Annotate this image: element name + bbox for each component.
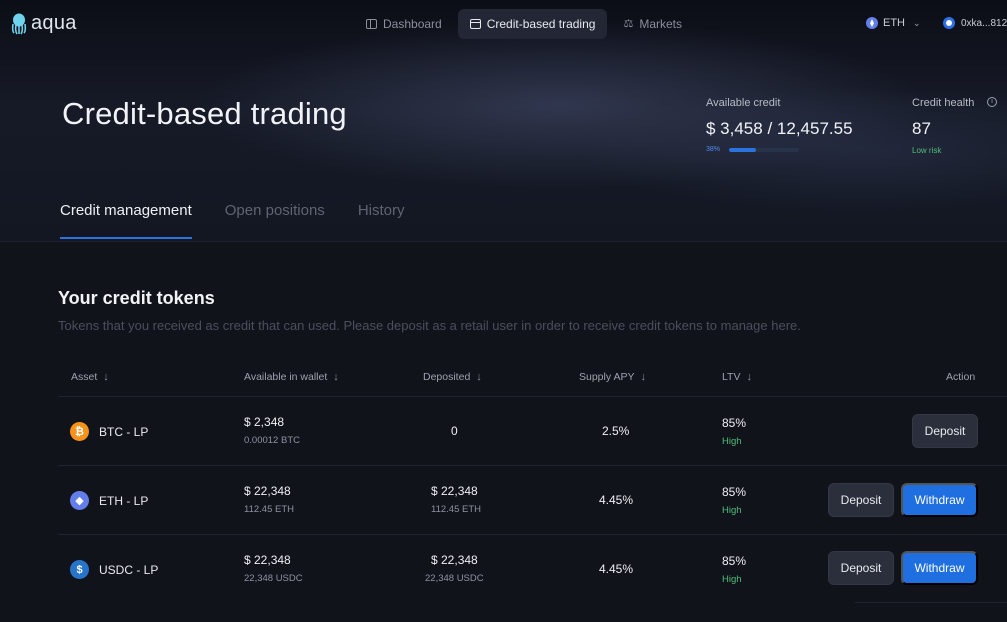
section-description: Tokens that you received as credit that … xyxy=(58,318,801,333)
total-credit-amount: / 12,457.55 xyxy=(767,119,853,138)
sort-arrow-icon: ↓ xyxy=(476,371,482,383)
tab-bar: Credit management Open positions History xyxy=(60,202,404,239)
available-credit-label: Available credit xyxy=(706,97,781,109)
withdraw-button[interactable]: Withdraw xyxy=(901,551,978,585)
header-supply-apy[interactable]: Supply APY ↓ xyxy=(579,371,646,383)
table-divider xyxy=(58,396,1007,397)
header-available-label: Available in wallet xyxy=(244,371,328,383)
info-icon[interactable]: i xyxy=(987,97,997,107)
table-divider xyxy=(58,534,1007,535)
nav-markets-label: Markets xyxy=(639,17,683,31)
card-icon xyxy=(469,19,481,29)
credit-progress-bar xyxy=(729,148,799,152)
wallet-icon xyxy=(943,17,955,29)
table-row: ◆ ETH - LP $ 22,348 112.45 ETH $ 22,348 … xyxy=(0,466,1007,534)
asset-cell: ◆ ETH - LP xyxy=(70,491,148,510)
available-sub: 22,348 USDC xyxy=(244,573,303,584)
asset-name: USDC - LP xyxy=(99,562,159,577)
asset-cell: $ USDC - LP xyxy=(70,560,158,579)
logo-text: aqua xyxy=(31,12,77,34)
available-value: $ 22,348 xyxy=(244,484,291,498)
available-sub: 112.45 ETH xyxy=(244,504,294,515)
hero-banner xyxy=(0,0,1007,242)
ethereum-icon: ◆ xyxy=(70,491,89,510)
asset-cell: ₿ BTC - LP xyxy=(70,422,148,441)
table-divider xyxy=(58,465,1007,466)
credit-health-label: Credit health xyxy=(912,97,975,109)
header-available[interactable]: Available in wallet ↓ xyxy=(244,371,339,383)
header-ltv-label: LTV xyxy=(722,371,741,383)
nav-credit-based-trading[interactable]: Credit-based trading xyxy=(457,9,608,39)
credit-percent: 38% xyxy=(706,146,721,153)
bitcoin-icon: ₿ xyxy=(70,422,89,441)
deposited-value: $ 22,348 xyxy=(431,484,478,498)
page-title: Credit-based trading xyxy=(62,96,347,131)
chevron-down-icon: ⌄ xyxy=(913,17,921,28)
ltv-value: 85% xyxy=(722,554,747,568)
logo[interactable]: aqua xyxy=(11,12,77,35)
apy-value: 4.45% xyxy=(599,562,634,576)
deposit-button[interactable]: Deposit xyxy=(828,483,894,517)
asset-name: ETH - LP xyxy=(99,493,149,508)
octopus-icon xyxy=(11,13,27,34)
nav-dashboard[interactable]: Dashboard xyxy=(354,9,454,39)
deposit-button[interactable]: Deposit xyxy=(828,551,894,585)
ltv-value: 85% xyxy=(722,416,747,430)
scale-icon: ⚖ xyxy=(623,18,634,30)
header-asset-label: Asset xyxy=(71,371,98,383)
table-row: ₿ BTC - LP $ 2,348 0.00012 BTC 0 2.5% 85… xyxy=(0,397,1007,465)
risk-label: High xyxy=(722,436,742,447)
sort-arrow-icon: ↓ xyxy=(103,371,109,383)
header-apy-label: Supply APY xyxy=(579,371,635,383)
deposited-sub: 112.45 ETH xyxy=(431,504,481,515)
tab-credit-management[interactable]: Credit management xyxy=(60,202,192,239)
apy-value: 2.5% xyxy=(602,424,630,438)
nav-dashboard-label: Dashboard xyxy=(383,17,442,31)
header-deposited-label: Deposited xyxy=(423,371,471,383)
deposit-button[interactable]: Deposit xyxy=(912,414,978,448)
available-credit-value: $ 3,458 / 12,457.55 xyxy=(706,119,853,139)
network-selector[interactable]: ETH ⌄ xyxy=(866,17,921,29)
wallet-address: 0xka...812c xyxy=(961,17,1007,29)
header-deposited[interactable]: Deposited ↓ xyxy=(423,371,482,383)
main-nav: Dashboard Credit-based trading ⚖ Markets xyxy=(354,9,694,39)
header-asset[interactable]: Asset ↓ xyxy=(71,371,109,383)
dashboard-icon xyxy=(366,19,377,29)
credit-health-value: 87 xyxy=(912,119,931,138)
tab-history[interactable]: History xyxy=(357,202,405,219)
credit-progress-fill xyxy=(729,148,756,152)
available-value: $ 22,348 xyxy=(244,553,291,567)
sort-arrow-icon: ↓ xyxy=(333,371,339,383)
network-label: ETH xyxy=(883,17,905,29)
table-row: $ USDC - LP $ 22,348 22,348 USDC $ 22,34… xyxy=(0,535,1007,603)
sort-arrow-icon: ↓ xyxy=(640,371,646,383)
header-action: Action xyxy=(946,371,975,383)
nav-markets[interactable]: ⚖ Markets xyxy=(611,9,694,39)
deposited-value: 0 xyxy=(451,424,458,438)
available-sub: 0.00012 BTC xyxy=(244,435,300,446)
withdraw-button[interactable]: Withdraw xyxy=(901,483,978,517)
ethereum-icon xyxy=(866,17,878,29)
nav-credit-label: Credit-based trading xyxy=(486,17,596,31)
deposited-value: $ 22,348 xyxy=(431,553,478,567)
table-divider xyxy=(855,602,1007,603)
available-value: $ 2,348 xyxy=(244,415,285,429)
ltv-value: 85% xyxy=(722,485,747,499)
apy-value: 4.45% xyxy=(599,493,634,507)
credit-health-status: Low risk xyxy=(912,146,942,155)
deposited-sub: 22,348 USDC xyxy=(425,573,484,584)
risk-label: High xyxy=(722,574,742,585)
asset-name: BTC - LP xyxy=(99,424,149,439)
available-credit-amount: $ 3,458 xyxy=(706,119,763,138)
sort-arrow-icon: ↓ xyxy=(746,371,752,383)
wallet-button[interactable]: 0xka...812c xyxy=(943,17,1007,29)
usdc-icon: $ xyxy=(70,560,89,579)
header-ltv[interactable]: LTV ↓ xyxy=(722,371,752,383)
section-title: Your credit tokens xyxy=(58,288,215,308)
tab-open-positions[interactable]: Open positions xyxy=(224,202,325,219)
header-action-label: Action xyxy=(946,371,976,383)
risk-label: High xyxy=(722,505,742,516)
